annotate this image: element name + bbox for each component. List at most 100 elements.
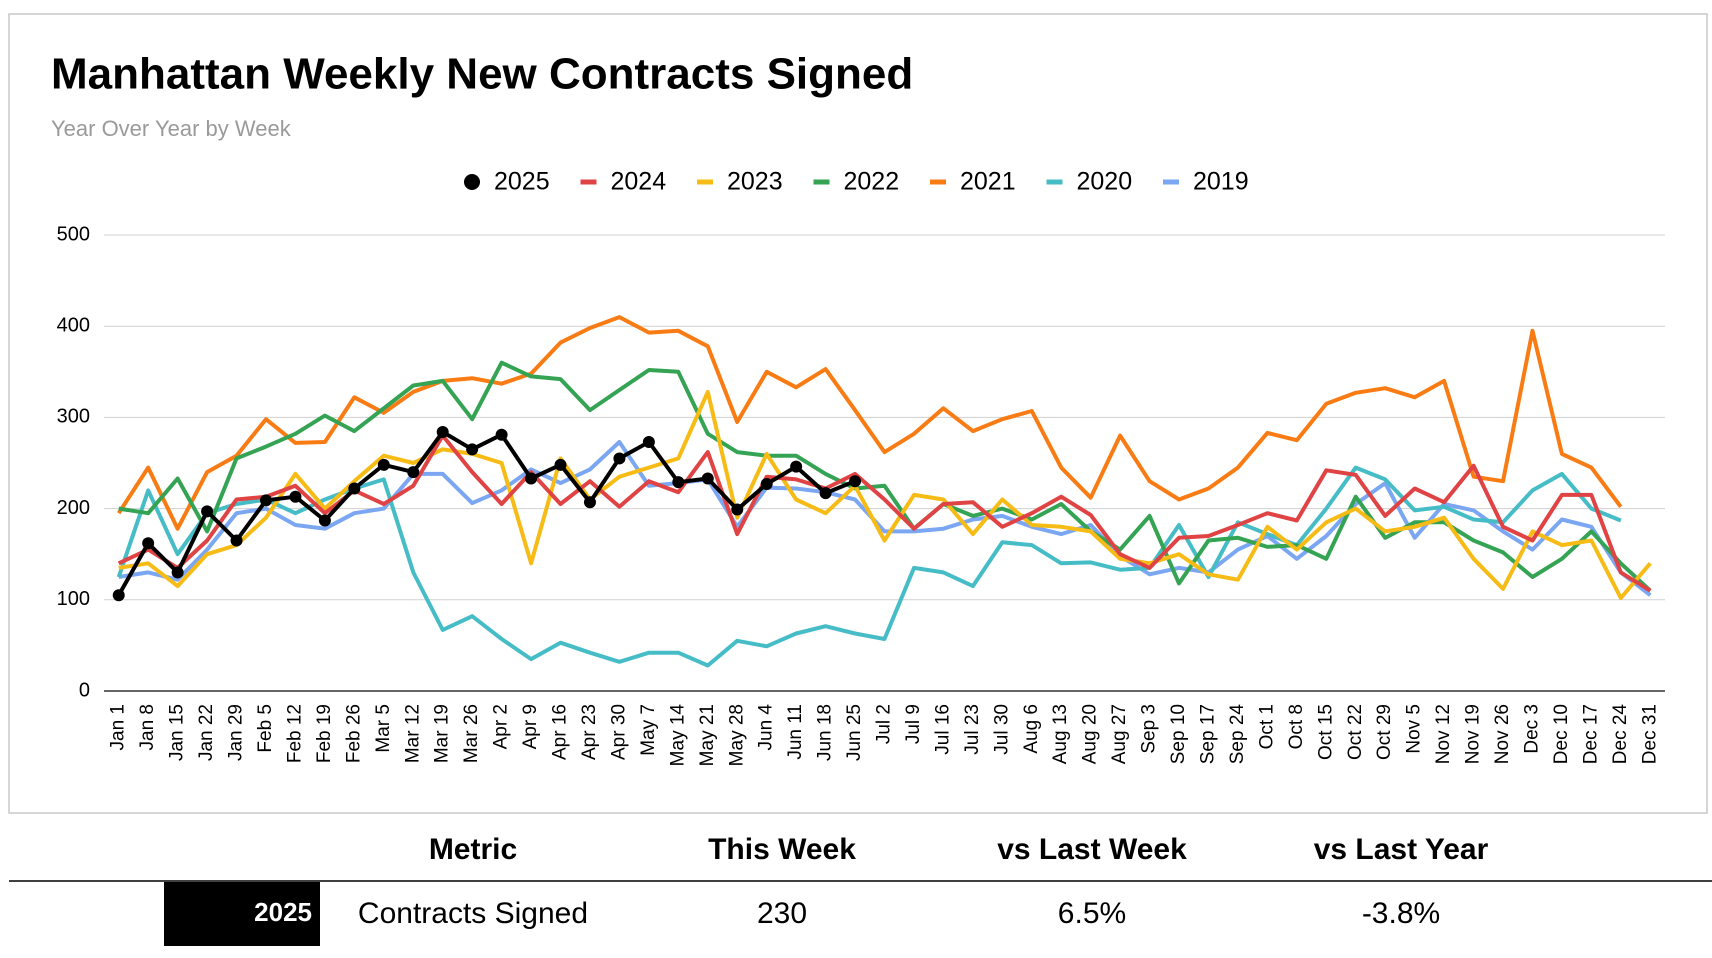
x-tick-label: Nov 12 <box>1433 704 1454 764</box>
table-cell: Contracts Signed <box>358 897 588 930</box>
x-tick-label: May 14 <box>667 704 688 767</box>
x-tick-label: May 7 <box>638 704 659 756</box>
data-point <box>112 589 125 602</box>
series-line <box>116 465 1622 668</box>
x-tick-label: Mar 12 <box>402 704 423 763</box>
data-point <box>377 458 390 471</box>
data-point <box>201 505 214 518</box>
x-tick-label: Jul 30 <box>991 704 1012 755</box>
legend-label: 2019 <box>1193 168 1249 196</box>
x-tick-label: May 28 <box>726 704 747 766</box>
series-line <box>117 433 1652 593</box>
y-tick-label: 500 <box>57 223 90 245</box>
data-point <box>230 534 243 547</box>
x-tick-label: Apr 30 <box>608 704 629 760</box>
data-point <box>259 494 272 507</box>
series-line <box>118 360 1652 593</box>
x-tick-label: Dec 24 <box>1610 704 1631 765</box>
x-tick-label: Jun 11 <box>785 704 806 760</box>
y-tick-label: 0 <box>79 679 90 701</box>
x-tick-label: Mar 26 <box>461 704 482 763</box>
x-tick-label: Aug 13 <box>1050 704 1071 764</box>
x-tick-label: Aug 6 <box>1021 704 1042 754</box>
table-header: This Week <box>708 833 856 866</box>
year-badge <box>164 882 320 946</box>
legend-label: 2020 <box>1077 168 1133 196</box>
series-line <box>118 389 1652 600</box>
x-tick-label: Aug 27 <box>1109 704 1130 764</box>
data-point <box>760 477 773 490</box>
data-point <box>583 496 596 509</box>
y-tick-label: 400 <box>57 314 90 336</box>
data-point <box>849 475 862 488</box>
data-point <box>819 487 832 500</box>
x-tick-label: Oct 29 <box>1374 704 1395 760</box>
x-tick-label: Sep 10 <box>1168 704 1189 764</box>
chart-subtitle: Year Over Year by Week <box>51 116 292 141</box>
x-tick-label: Feb 19 <box>314 704 335 763</box>
x-tick-label: Mar 19 <box>432 704 453 763</box>
x-tick-label: Nov 26 <box>1492 704 1513 764</box>
y-tick-label: 200 <box>57 497 90 519</box>
x-tick-label: Apr 2 <box>491 704 512 749</box>
x-tick-label: Nov 5 <box>1404 704 1425 754</box>
x-tick-label: Jan 15 <box>167 704 188 761</box>
legend-label: 2022 <box>844 168 900 196</box>
x-tick-label: Jul 23 <box>962 704 983 755</box>
data-point <box>790 460 803 473</box>
x-tick-label: Jul 2 <box>874 704 895 744</box>
x-tick-label: Jul 16 <box>932 704 953 755</box>
table-cell: -3.8% <box>1362 897 1440 930</box>
x-tick-label: Jan 22 <box>196 704 217 761</box>
data-point <box>731 503 744 516</box>
x-tick-label: Jan 1 <box>108 704 129 750</box>
x-tick-label: Apr 16 <box>550 704 571 760</box>
series-line <box>116 430 856 597</box>
x-tick-label: Apr 23 <box>579 704 600 760</box>
table-cell: 6.5% <box>1058 897 1126 930</box>
x-tick-label: Sep 17 <box>1197 704 1218 764</box>
x-tick-label: Jul 9 <box>903 704 924 744</box>
y-tick-label: 100 <box>57 588 90 610</box>
data-point <box>642 436 655 449</box>
x-tick-label: Dec 31 <box>1639 704 1660 764</box>
x-tick-label: Feb 26 <box>343 704 364 763</box>
x-tick-label: Jun 4 <box>756 704 777 751</box>
x-tick-label: Jun 25 <box>844 704 865 761</box>
x-tick-label: May 21 <box>697 704 718 766</box>
legend-label: 2021 <box>960 168 1016 196</box>
data-point <box>171 566 184 579</box>
data-point <box>142 537 155 550</box>
x-tick-label: Sep 24 <box>1227 704 1248 765</box>
y-tick-label: 300 <box>57 406 90 428</box>
data-point <box>701 472 714 485</box>
x-tick-label: Nov 19 <box>1463 704 1484 764</box>
x-tick-label: Jan 29 <box>226 704 247 761</box>
table-cell: 230 <box>757 897 807 930</box>
chart-title: Manhattan Weekly New Contracts Signed <box>51 50 913 99</box>
x-tick-label: Jun 18 <box>815 704 836 761</box>
data-point <box>613 452 626 465</box>
x-tick-label: Mar 5 <box>373 704 394 753</box>
data-point <box>436 425 449 438</box>
x-tick-label: Oct 8 <box>1286 704 1307 749</box>
data-point <box>407 466 420 479</box>
legend-label: 2024 <box>611 168 667 196</box>
table-header: vs Last Year <box>1314 833 1489 866</box>
x-tick-label: Jan 8 <box>137 704 158 750</box>
data-point <box>466 443 479 456</box>
series-line <box>117 315 1623 531</box>
data-point <box>495 428 508 441</box>
x-tick-label: Aug 20 <box>1080 704 1101 764</box>
x-tick-label: Oct 22 <box>1345 704 1366 760</box>
legend-label: 2025 <box>494 168 550 196</box>
table-header: Metric <box>429 833 517 866</box>
data-point <box>289 490 302 503</box>
x-tick-label: Oct 1 <box>1256 704 1277 749</box>
data-point <box>554 458 567 471</box>
legend-marker <box>464 174 480 190</box>
x-tick-label: Dec 17 <box>1580 704 1601 764</box>
x-tick-label: Feb 12 <box>284 704 305 763</box>
badge-label: 2025 <box>254 897 312 927</box>
